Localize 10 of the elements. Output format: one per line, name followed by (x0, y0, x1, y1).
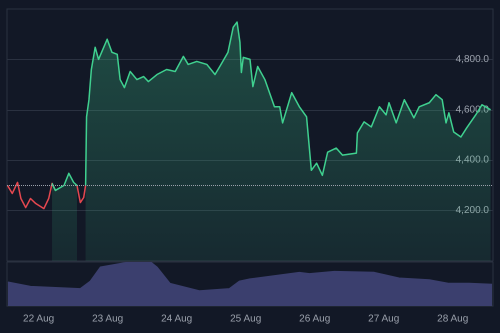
x-tick-label: 28 Aug (437, 314, 468, 324)
x-tick-label: 26 Aug (299, 314, 330, 324)
y-tick-label: 4,400.0 (456, 154, 490, 166)
x-tick-label: 22 Aug (23, 314, 54, 324)
x-tick-label: 23 Aug (92, 314, 124, 324)
x-tick-label: 27 Aug (368, 314, 400, 324)
x-tick-label: 25 Aug (230, 314, 262, 324)
y-tick-label: 4,800.0 (456, 54, 490, 65)
x-tick-label: 24 Aug (161, 314, 192, 324)
y-tick-label: 4,200.0 (456, 205, 490, 216)
